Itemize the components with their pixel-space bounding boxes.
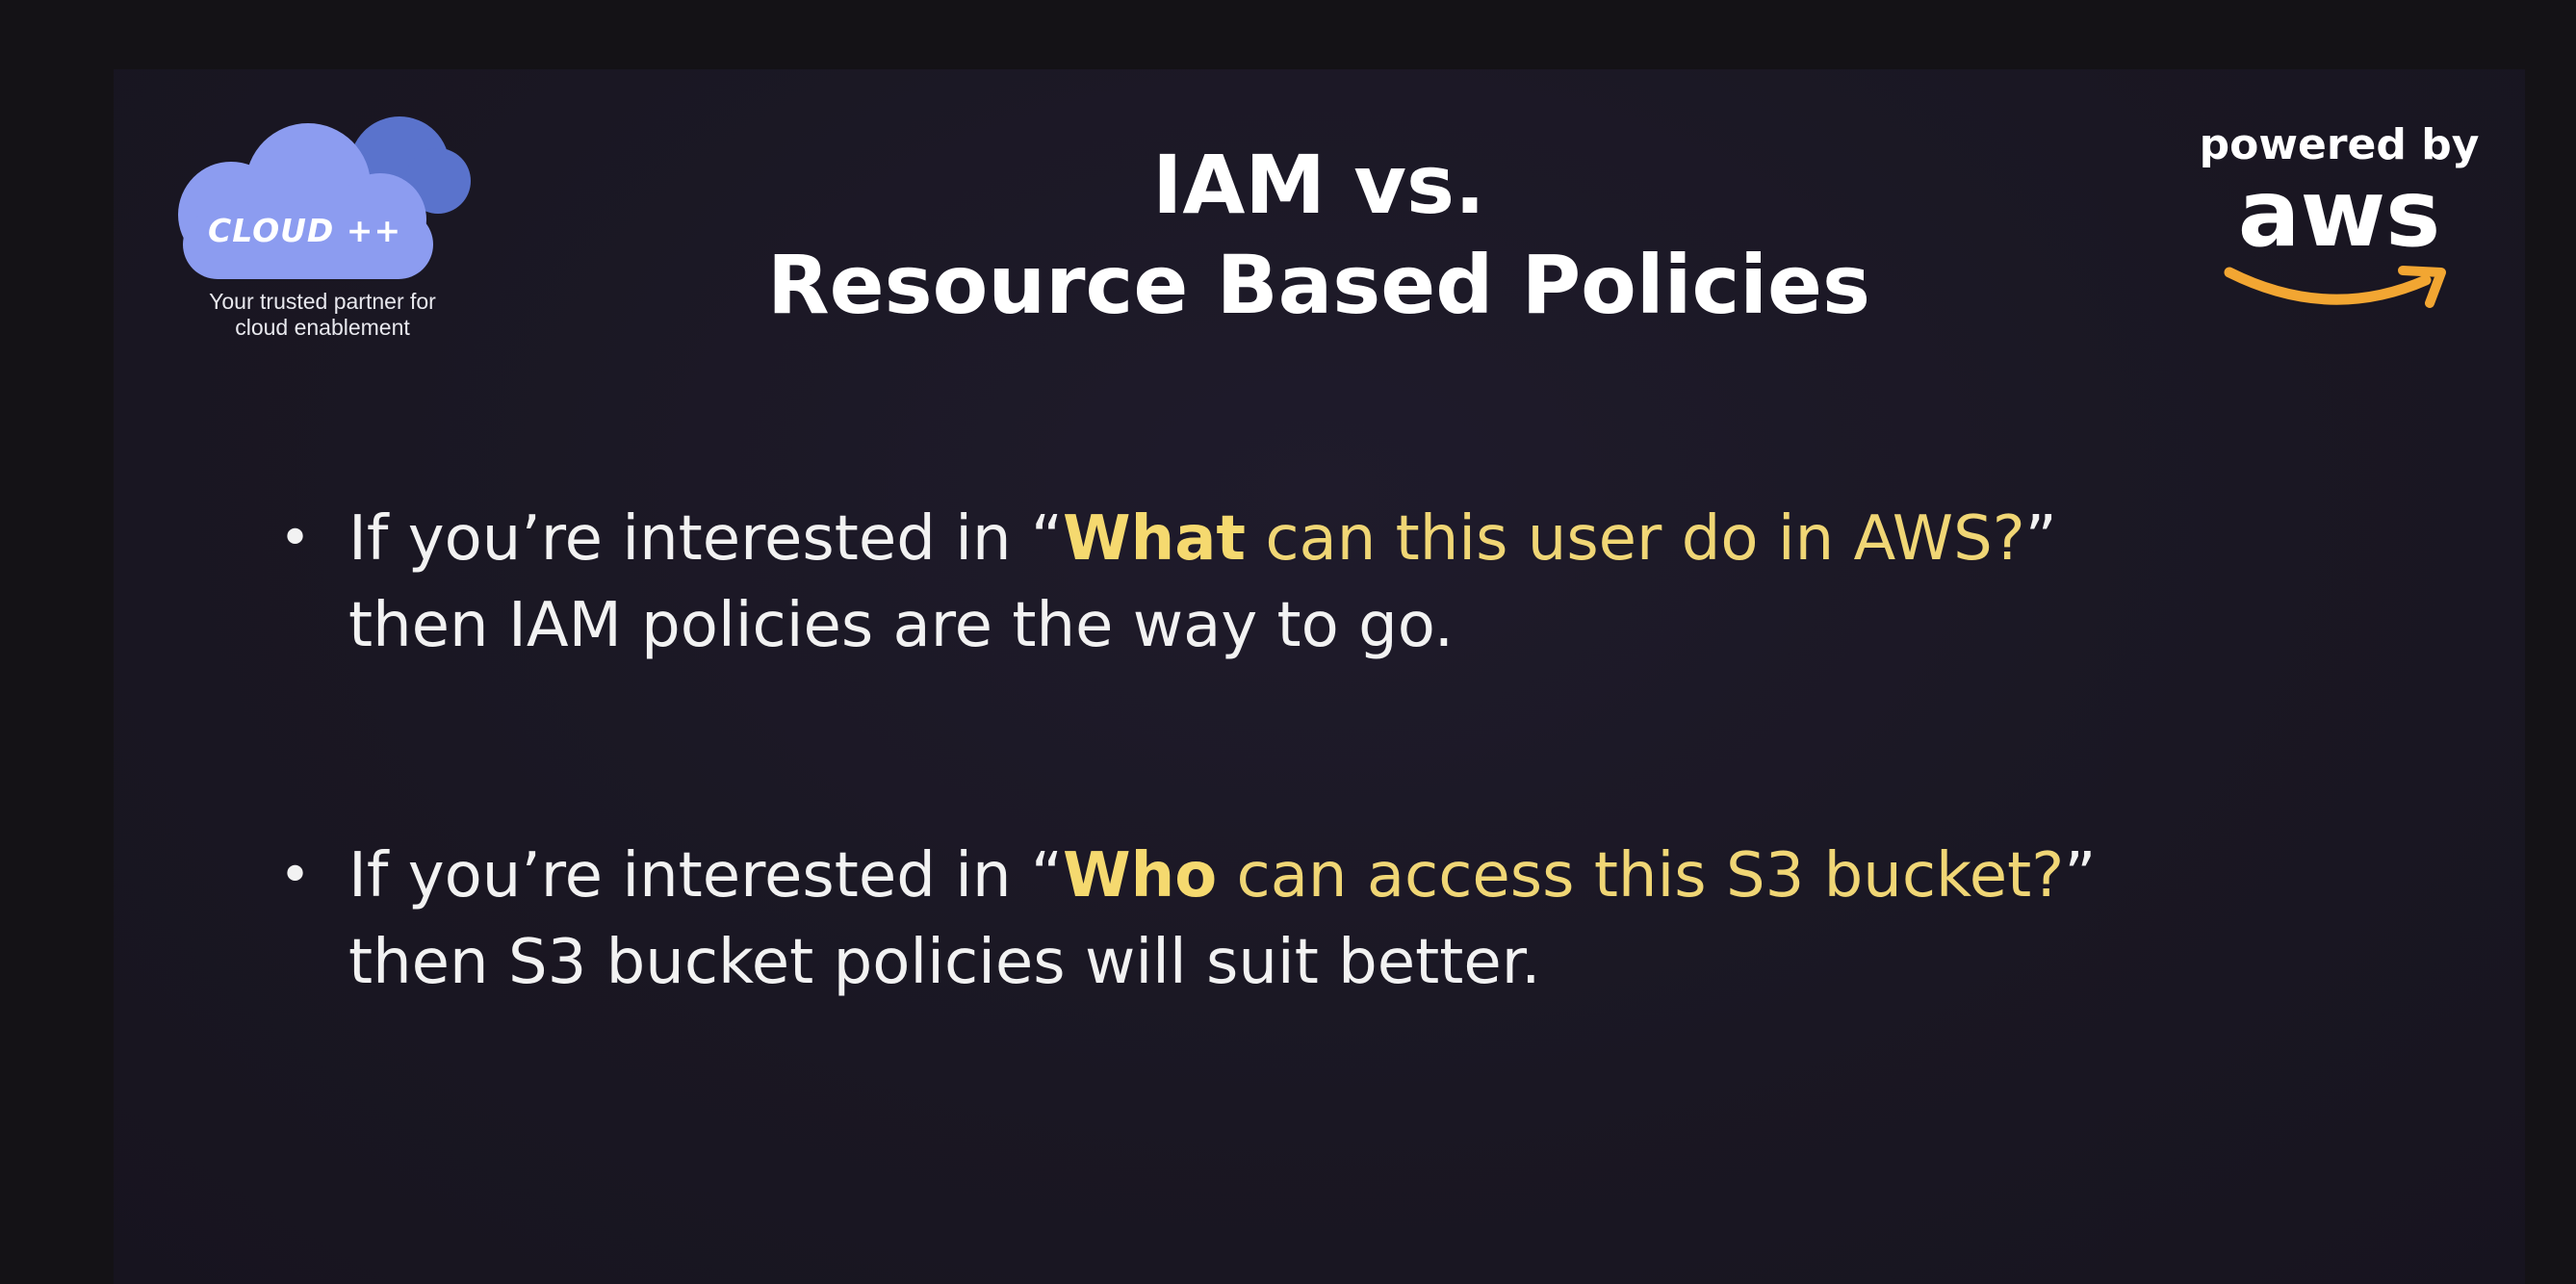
title-line-1: IAM vs. xyxy=(1152,138,1485,232)
logo-brand-text: CLOUD ++ xyxy=(208,212,402,249)
bullet-list: • If you’re interested in “What can this… xyxy=(279,496,2445,1006)
bullet-close-quote: ” xyxy=(2064,840,2097,912)
cloud-plus-logo: CLOUD ++ Your trusted partner for cloud … xyxy=(164,114,491,354)
bullet-item-what: • If you’re interested in “What can this… xyxy=(279,496,2445,669)
powered-by-aws-logo: powered by aws xyxy=(2185,120,2493,332)
logo-tagline: Your trusted partner for cloud enablemen… xyxy=(164,289,481,341)
bullet-line-1: If you’re interested in “What can this u… xyxy=(348,496,2445,582)
cloud-icon xyxy=(178,116,471,279)
bullet-line-2: then S3 bucket policies will suit better… xyxy=(348,927,1541,998)
bullet-prefix: If you’re interested in “ xyxy=(348,503,1064,575)
tagline-line-2: cloud enablement xyxy=(235,315,410,340)
bullet-item-who: • If you’re interested in “Who can acces… xyxy=(279,833,2445,1006)
bullet-dot-icon: • xyxy=(279,844,312,907)
bullet-keyword: What xyxy=(1063,503,1246,575)
bullet-close-quote: ” xyxy=(2024,503,2057,575)
bullet-prefix: If you’re interested in “ xyxy=(348,840,1064,912)
slide xyxy=(114,69,2525,1284)
powered-by-text: powered by xyxy=(2199,120,2480,169)
aws-smile-arrow-icon xyxy=(2224,266,2446,308)
aws-wordmark: aws xyxy=(2237,160,2441,268)
bullet-line-1: If you’re interested in “Who can access … xyxy=(348,833,2445,919)
bullet-question: can this user do in AWS? xyxy=(1245,503,2025,575)
bullet-dot-icon: • xyxy=(279,507,312,570)
slide-title: IAM vs. Resource Based Policies xyxy=(597,135,2041,335)
title-line-2: Resource Based Policies xyxy=(766,238,1871,332)
tagline-line-1: Your trusted partner for xyxy=(209,289,436,314)
bullet-line-2: then IAM policies are the way to go. xyxy=(348,590,1455,661)
bullet-keyword: Who xyxy=(1063,840,1218,912)
bullet-question: can access this S3 bucket? xyxy=(1217,840,2065,912)
